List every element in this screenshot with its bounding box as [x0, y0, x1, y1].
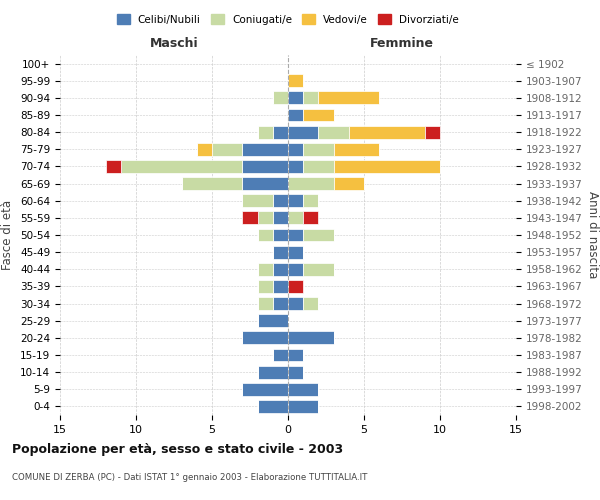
Bar — [257, 297, 273, 310]
Bar — [334, 160, 440, 173]
Bar — [257, 366, 288, 378]
Bar — [242, 383, 288, 396]
Bar — [288, 332, 334, 344]
Bar — [273, 246, 288, 258]
Bar — [273, 263, 288, 276]
Bar — [425, 126, 440, 138]
Bar — [288, 160, 303, 173]
Bar — [288, 297, 303, 310]
Bar — [257, 228, 273, 241]
Bar — [257, 400, 288, 413]
Bar — [242, 143, 288, 156]
Bar — [273, 92, 288, 104]
Text: COMUNE DI ZERBA (PC) - Dati ISTAT 1° gennaio 2003 - Elaborazione TUTTITALIA.IT: COMUNE DI ZERBA (PC) - Dati ISTAT 1° gen… — [12, 472, 367, 482]
Bar — [106, 160, 121, 173]
Bar — [273, 297, 288, 310]
Bar — [242, 194, 273, 207]
Bar — [288, 366, 303, 378]
Y-axis label: Anni di nascita: Anni di nascita — [586, 192, 599, 278]
Bar — [273, 280, 288, 293]
Bar — [288, 126, 319, 138]
Text: Maschi: Maschi — [149, 37, 199, 50]
Bar — [182, 177, 242, 190]
Bar — [303, 108, 334, 122]
Bar — [273, 194, 288, 207]
Bar — [257, 263, 273, 276]
Bar — [242, 212, 257, 224]
Bar — [242, 332, 288, 344]
Bar — [242, 177, 288, 190]
Bar — [257, 212, 273, 224]
Bar — [257, 126, 273, 138]
Bar — [288, 194, 303, 207]
Bar — [273, 212, 288, 224]
Y-axis label: Fasce di età: Fasce di età — [1, 200, 14, 270]
Bar — [288, 212, 303, 224]
Bar — [303, 263, 334, 276]
Legend: Celibi/Nubili, Coniugati/e, Vedovi/e, Divorziati/e: Celibi/Nubili, Coniugati/e, Vedovi/e, Di… — [113, 10, 463, 29]
Bar — [288, 348, 303, 362]
Bar — [334, 177, 364, 190]
Bar — [349, 126, 425, 138]
Text: Popolazione per età, sesso e stato civile - 2003: Popolazione per età, sesso e stato civil… — [12, 442, 343, 456]
Bar — [303, 194, 319, 207]
Text: Femmine: Femmine — [370, 37, 434, 50]
Bar — [288, 280, 303, 293]
Bar — [288, 92, 303, 104]
Bar — [288, 246, 303, 258]
Bar — [288, 177, 334, 190]
Bar — [242, 160, 288, 173]
Bar — [257, 314, 288, 327]
Bar — [303, 160, 334, 173]
Bar — [288, 263, 303, 276]
Bar — [303, 143, 334, 156]
Bar — [273, 126, 288, 138]
Bar — [273, 228, 288, 241]
Bar — [303, 92, 319, 104]
Bar — [288, 400, 319, 413]
Bar — [273, 348, 288, 362]
Bar — [303, 297, 319, 310]
Bar — [288, 383, 319, 396]
Bar — [334, 143, 379, 156]
Bar — [121, 160, 242, 173]
Bar — [288, 108, 303, 122]
Bar — [257, 280, 273, 293]
Bar — [319, 126, 349, 138]
Bar — [197, 143, 212, 156]
Bar — [288, 74, 303, 87]
Bar — [288, 143, 303, 156]
Bar — [319, 92, 379, 104]
Bar — [288, 228, 303, 241]
Bar — [303, 212, 319, 224]
Bar — [212, 143, 242, 156]
Bar — [303, 228, 334, 241]
